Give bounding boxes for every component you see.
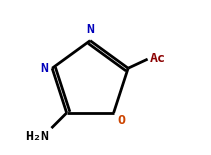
- Text: H₂N: H₂N: [25, 130, 49, 143]
- Text: N: N: [40, 62, 48, 75]
- Text: Ac: Ac: [150, 52, 166, 65]
- Text: O: O: [118, 114, 126, 127]
- Text: N: N: [86, 23, 94, 36]
